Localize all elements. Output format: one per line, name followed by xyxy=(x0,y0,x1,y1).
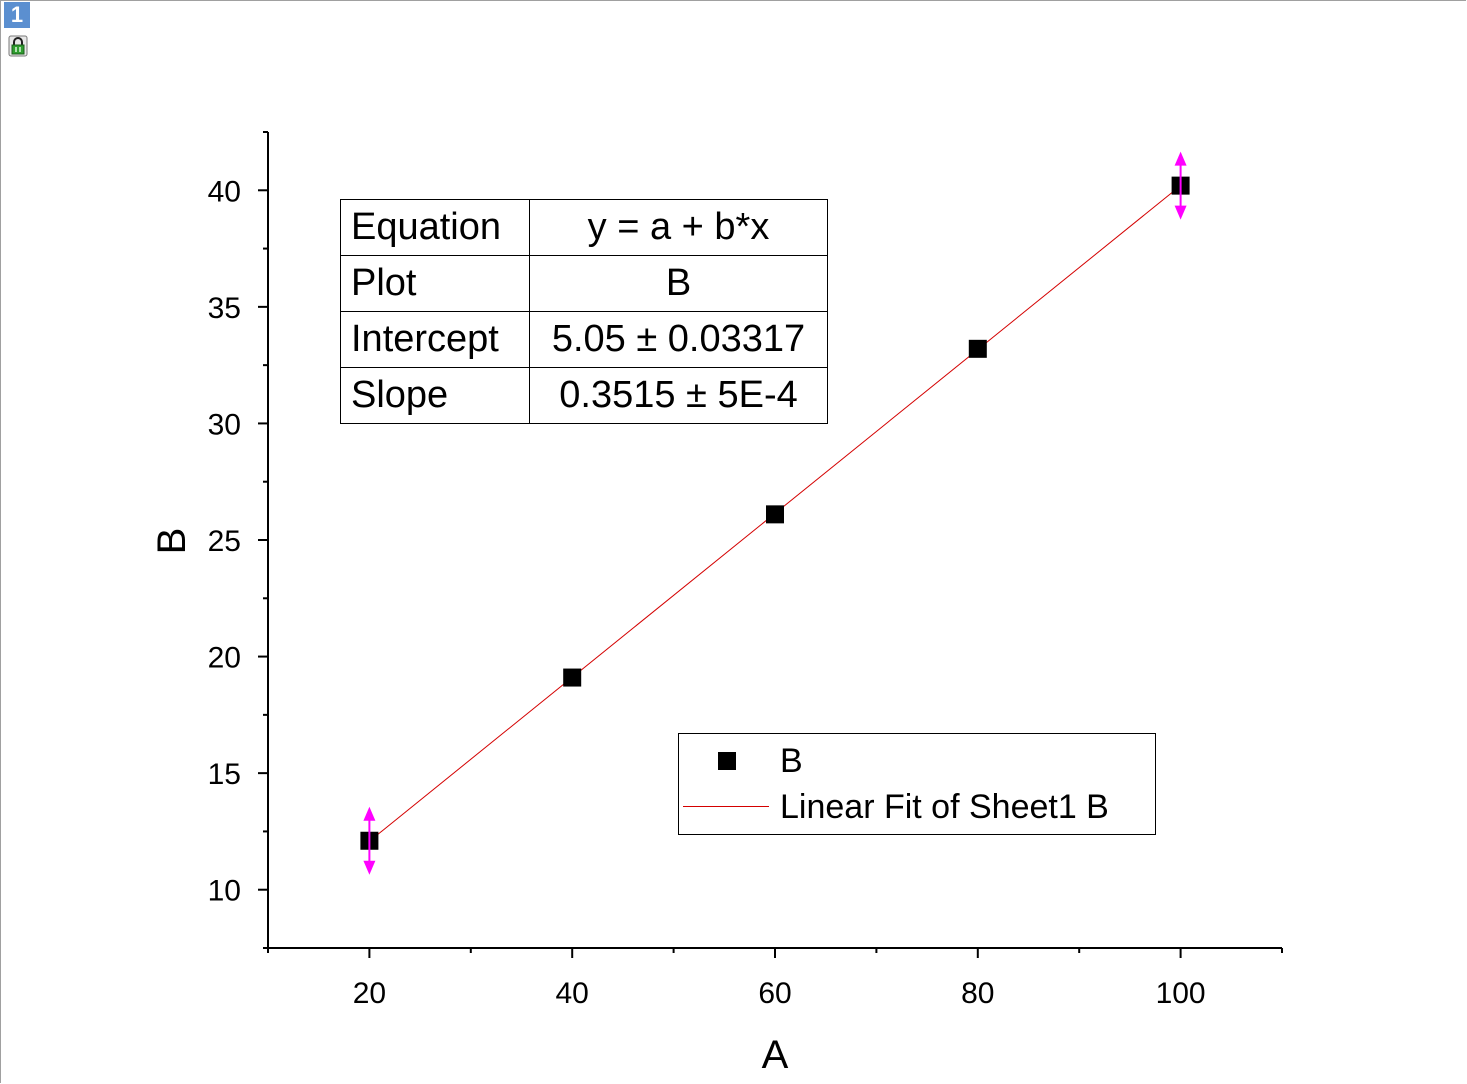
y-axis-title: B xyxy=(150,528,194,555)
y-tick-label: 10 xyxy=(208,875,241,908)
table-row-plot: Plot B xyxy=(340,255,828,312)
y-tick-label: 40 xyxy=(208,175,241,208)
x-tick-label: 80 xyxy=(961,977,994,1010)
fit-value-plot: B xyxy=(529,255,828,312)
fit-value-equation: y = a + b*x xyxy=(529,199,828,256)
data-reader-arrow-icon xyxy=(363,806,376,875)
legend-label-b: B xyxy=(780,742,803,780)
table-row-equation: Equation y = a + b*x xyxy=(340,199,828,256)
data-reader-head-up xyxy=(1174,151,1187,166)
fit-label-plot: Plot xyxy=(340,255,530,312)
legend-label-fit: Linear Fit of Sheet1 B xyxy=(780,788,1109,826)
lock-icon[interactable] xyxy=(8,35,28,57)
table-row-intercept: Intercept 5.05 ± 0.03317 xyxy=(340,311,828,368)
x-tick-label: 20 xyxy=(353,977,386,1010)
fit-label-slope: Slope xyxy=(340,367,530,424)
fit-value-slope: 0.3515 ± 5E-4 xyxy=(529,367,828,424)
legend[interactable]: B Linear Fit of Sheet1 B xyxy=(678,733,1156,835)
fit-value-intercept: 5.05 ± 0.03317 xyxy=(529,311,828,368)
y-tick-label: 30 xyxy=(208,408,241,441)
data-point xyxy=(766,505,784,524)
data-reader-head-up xyxy=(363,806,376,821)
fit-results-table[interactable]: Equation y = a + b*x Plot B Intercept 5.… xyxy=(340,199,828,424)
fit-label-intercept: Intercept xyxy=(340,311,530,368)
x-tick-label: 40 xyxy=(556,977,589,1010)
y-tick-label: 20 xyxy=(208,642,241,675)
fit-label-equation: Equation xyxy=(340,199,530,256)
legend-square-marker-icon xyxy=(718,752,736,770)
table-row-slope: Slope 0.3515 ± 5E-4 xyxy=(340,367,828,424)
data-point xyxy=(563,668,582,687)
x-axis-title: A xyxy=(762,1033,789,1077)
x-tick-label: 60 xyxy=(758,977,791,1010)
data-reader-arrow-icon xyxy=(1174,151,1187,220)
x-tick-label: 100 xyxy=(1156,977,1206,1010)
data-point xyxy=(968,339,987,358)
y-tick-label: 15 xyxy=(208,758,241,791)
data-reader-head-down xyxy=(363,860,376,875)
data-reader-head-down xyxy=(1174,205,1187,220)
y-tick-label: 25 xyxy=(208,525,241,558)
y-tick-label: 35 xyxy=(208,292,241,325)
axes: 20 40 60 80 100 10 15 20 25 30 35 40 xyxy=(208,131,1283,1010)
layer-number-badge[interactable]: 1 xyxy=(4,2,30,28)
plot-marks xyxy=(360,151,1190,875)
legend-fit-line-icon xyxy=(683,806,769,807)
